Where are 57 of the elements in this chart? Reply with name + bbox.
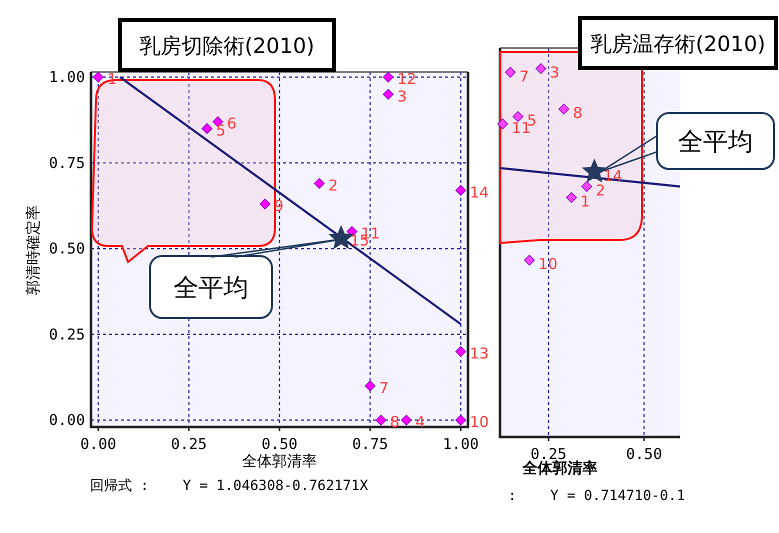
- point: [455, 346, 466, 357]
- label: 1: [580, 192, 590, 211]
- point: [455, 414, 466, 426]
- point: [400, 414, 412, 426]
- y-tick-label: 0.00: [48, 411, 85, 430]
- label: 10: [538, 255, 558, 274]
- label: 7: [379, 378, 389, 397]
- label: 5: [216, 122, 226, 140]
- label: 3: [550, 64, 560, 82]
- label: 7: [519, 67, 529, 86]
- label: 14: [470, 183, 489, 202]
- point: [497, 118, 508, 130]
- x-tick-label: 0.00: [80, 435, 116, 453]
- label: 3: [397, 87, 407, 106]
- point: [581, 181, 592, 192]
- point: [260, 198, 270, 210]
- point: [314, 178, 325, 189]
- x-tick-label: 0.50: [261, 435, 298, 453]
- chart-title: 乳房切除術(2010): [140, 34, 314, 58]
- point: [92, 72, 104, 83]
- label: 12: [397, 70, 416, 88]
- y-tick-label: 0.25: [48, 325, 85, 344]
- point: [455, 184, 466, 196]
- point: [504, 66, 516, 78]
- point: [329, 226, 354, 249]
- point: [558, 104, 570, 115]
- y-tick-label: 0.50: [48, 240, 85, 258]
- label: 2: [596, 182, 606, 200]
- y-tick-label: 1.00: [48, 68, 85, 86]
- label: 10: [470, 413, 489, 432]
- point: [535, 63, 546, 74]
- annotation: 全平均: [174, 273, 248, 302]
- label: 2: [328, 176, 338, 194]
- point: [376, 414, 386, 426]
- y-tick-label: 0.75: [48, 154, 85, 172]
- point: [382, 88, 394, 100]
- text: 回帰式 : Y = 1.046308-0.762171X: [90, 478, 369, 494]
- label: 5: [526, 112, 536, 130]
- x-tick-label: 1.00: [442, 435, 479, 453]
- point: [524, 254, 535, 266]
- text: : Y = 0.714710-0.1: [508, 488, 686, 504]
- x-tick-label: 0.50: [626, 445, 662, 463]
- point: [202, 123, 212, 134]
- x-tick-label: 0.75: [352, 435, 388, 453]
- point: [566, 192, 577, 203]
- point: [364, 380, 376, 392]
- point: [382, 72, 394, 83]
- chart-title: 乳房温存術(2010): [590, 32, 766, 56]
- point: [582, 159, 606, 182]
- label: 13: [470, 344, 489, 363]
- label: 6: [226, 114, 236, 133]
- y-axis-title: 郭清時確定率: [24, 205, 42, 295]
- point: [512, 111, 524, 122]
- label: 8: [572, 104, 582, 122]
- x-tick-label: 0.25: [170, 435, 207, 453]
- x-axis-title: 全体郭清率: [242, 452, 317, 470]
- annotation: 全平均: [678, 127, 753, 156]
